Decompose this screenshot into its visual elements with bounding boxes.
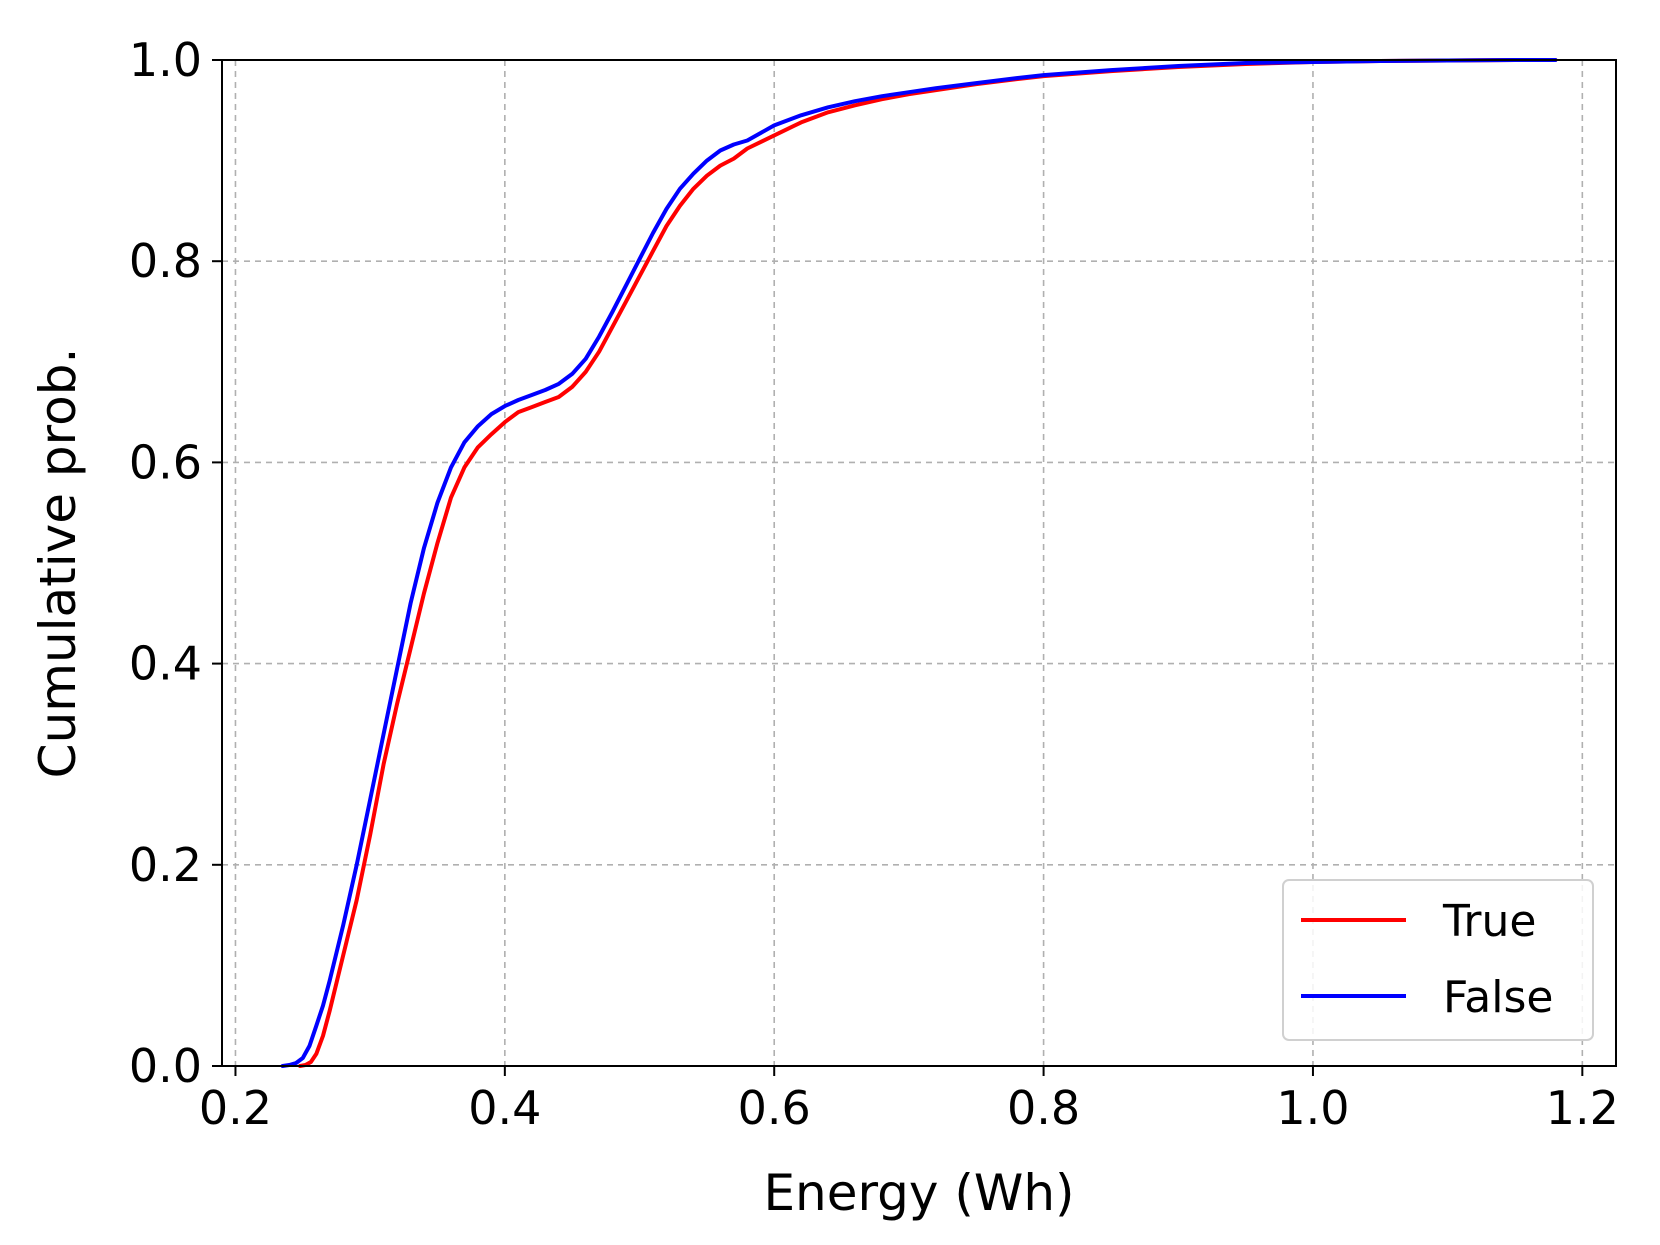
y-tick-label: 0.8	[129, 234, 202, 288]
x-tick-label: 0.4	[468, 1081, 541, 1135]
x-tick-label: 1.0	[1276, 1081, 1349, 1135]
legend-label-false: False	[1443, 972, 1553, 1023]
legend: True False	[1282, 879, 1594, 1041]
y-tick-label: 0.6	[129, 435, 202, 489]
y-tick-label: 0.4	[129, 637, 202, 691]
y-tick-label: 1.0	[129, 33, 202, 87]
plot-frame	[221, 59, 1617, 1067]
x-axis-label: Energy (Wh)	[763, 1164, 1074, 1222]
legend-label-true: True	[1442, 896, 1536, 947]
y-tick-label: 0.2	[129, 838, 202, 892]
x-tick-label: 1.2	[1546, 1081, 1619, 1135]
y-tick-label: 0.0	[129, 1039, 202, 1093]
y-axis: 0.0 0.2 0.4 0.6 0.8 1.0	[129, 33, 222, 1093]
x-tick-label: 0.6	[738, 1081, 811, 1135]
series-line-false	[280, 58, 1558, 1068]
x-tick-label: 0.2	[199, 1081, 272, 1135]
y-axis-label: Cumulative prob.	[29, 348, 87, 779]
x-tick-label: 0.8	[1007, 1081, 1080, 1135]
x-axis: 0.2 0.4 0.6 0.8 1.0 1.2	[199, 1066, 1619, 1135]
series-layer	[280, 58, 1558, 1068]
